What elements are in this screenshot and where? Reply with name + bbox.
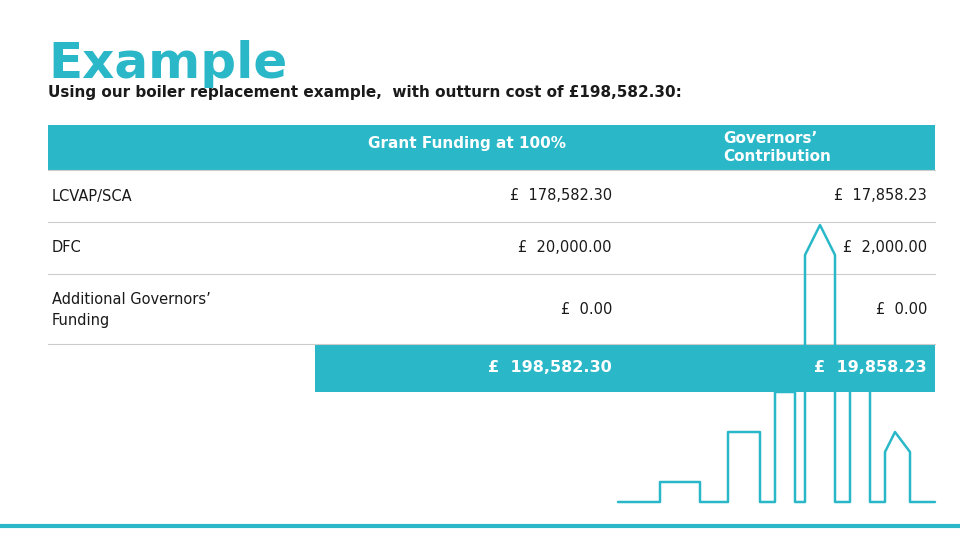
Text: DFC: DFC xyxy=(52,240,82,255)
Bar xyxy=(315,344,935,392)
Text: £  178,582.30: £ 178,582.30 xyxy=(510,188,612,204)
Text: Governors’
Contribution: Governors’ Contribution xyxy=(724,131,831,164)
Bar xyxy=(48,125,935,170)
Text: Example: Example xyxy=(48,40,287,88)
Text: £  0.00: £ 0.00 xyxy=(876,301,927,316)
Text: £  0.00: £ 0.00 xyxy=(561,301,612,316)
Text: Additional Governors’: Additional Governors’ xyxy=(52,292,211,307)
Text: £  198,582.30: £ 198,582.30 xyxy=(489,361,612,375)
Text: £  17,858.23: £ 17,858.23 xyxy=(834,188,927,204)
Text: £  20,000.00: £ 20,000.00 xyxy=(518,240,612,255)
Text: Using our boiler replacement example,  with outturn cost of £198,582.30:: Using our boiler replacement example, wi… xyxy=(48,85,682,100)
Text: £  2,000.00: £ 2,000.00 xyxy=(843,240,927,255)
Text: LCVAP/SCA: LCVAP/SCA xyxy=(52,188,132,204)
Text: Grant Funding at 100%: Grant Funding at 100% xyxy=(369,136,566,151)
Text: £  19,858.23: £ 19,858.23 xyxy=(814,361,927,375)
Text: Funding: Funding xyxy=(52,314,110,328)
